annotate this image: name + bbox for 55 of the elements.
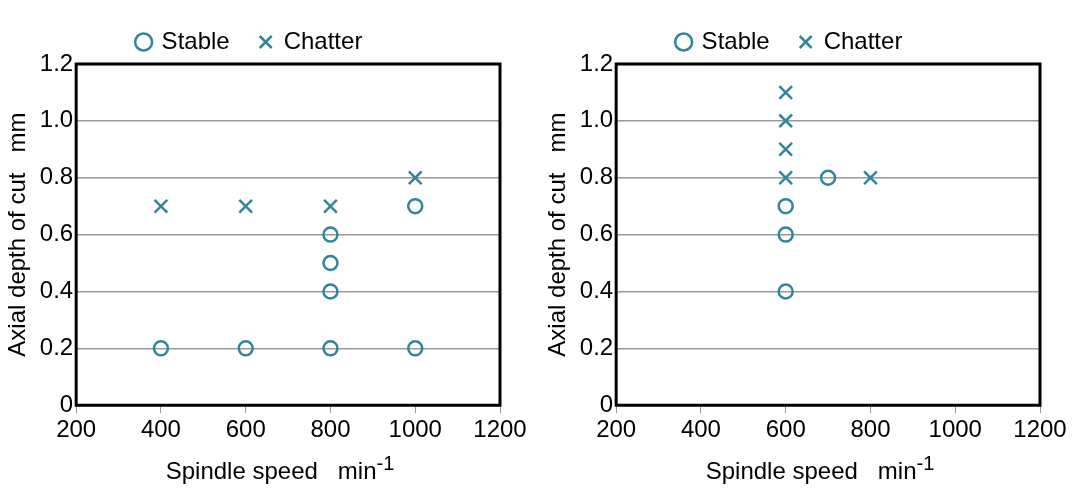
point xyxy=(407,170,423,186)
y-tick-label: 1.2 xyxy=(39,48,74,76)
y-tick-label: 0.6 xyxy=(579,219,614,247)
point xyxy=(322,283,339,300)
x-tick-label: 600 xyxy=(225,415,266,443)
point xyxy=(862,170,879,186)
y-tick-label: 0.2 xyxy=(39,332,74,360)
x-tick-label: 200 xyxy=(596,415,637,443)
point xyxy=(322,254,339,272)
point xyxy=(406,197,424,215)
x-tick-label: 400 xyxy=(680,415,721,443)
legend-label: Stable xyxy=(701,26,770,54)
x-tick-label: 1000 xyxy=(388,415,442,443)
point xyxy=(777,197,794,215)
point xyxy=(153,198,169,214)
x-axis-title: Spindle speed min$^{-1}$ xyxy=(704,452,936,485)
x-axis-title: Spindle speed min$^{-1}$ xyxy=(164,452,396,485)
point xyxy=(238,198,254,214)
x-tick-label: 400 xyxy=(140,415,181,443)
x-tick-label: 1200 xyxy=(1013,415,1067,443)
point xyxy=(777,283,794,300)
legend-label: Chatter xyxy=(283,26,363,54)
point xyxy=(237,340,254,357)
point xyxy=(322,198,339,214)
point xyxy=(322,340,339,357)
point xyxy=(152,340,170,357)
y-tick-label: 1.2 xyxy=(579,48,614,76)
y-tick-label: 1.0 xyxy=(39,105,74,133)
point xyxy=(322,226,339,243)
x-tick-label: 1000 xyxy=(928,415,982,443)
y-tick-label: 1.0 xyxy=(579,105,614,133)
y-tick-label: 0.8 xyxy=(39,162,74,190)
x-tick-label: 800 xyxy=(850,415,891,443)
point xyxy=(819,169,837,186)
point xyxy=(778,141,794,157)
point xyxy=(777,226,794,243)
y-tick-label: 0 xyxy=(59,389,74,417)
y-tick-label: 0.4 xyxy=(39,276,74,304)
x-tick-label: 200 xyxy=(56,415,97,443)
x-tick-label: 800 xyxy=(310,415,351,443)
x-tick-label: 1200 xyxy=(473,415,527,443)
y-tick-label: 0.4 xyxy=(579,276,614,304)
legend-label: Chatter xyxy=(823,26,903,54)
y-tick-label: 0.8 xyxy=(579,162,614,190)
point xyxy=(778,170,794,186)
y-tick-label: 0 xyxy=(599,389,614,417)
point xyxy=(406,340,424,357)
legend-label: Stable xyxy=(161,26,230,54)
point xyxy=(778,84,794,101)
y-tick-label: 0.6 xyxy=(39,219,74,247)
y-tick-label: 0.2 xyxy=(579,332,614,360)
point xyxy=(778,113,794,129)
x-tick-label: 600 xyxy=(765,415,806,443)
y-axis-title: Axial depth of cut mm xyxy=(3,112,31,357)
y-axis-title: Axial depth of cut mm xyxy=(543,112,571,357)
